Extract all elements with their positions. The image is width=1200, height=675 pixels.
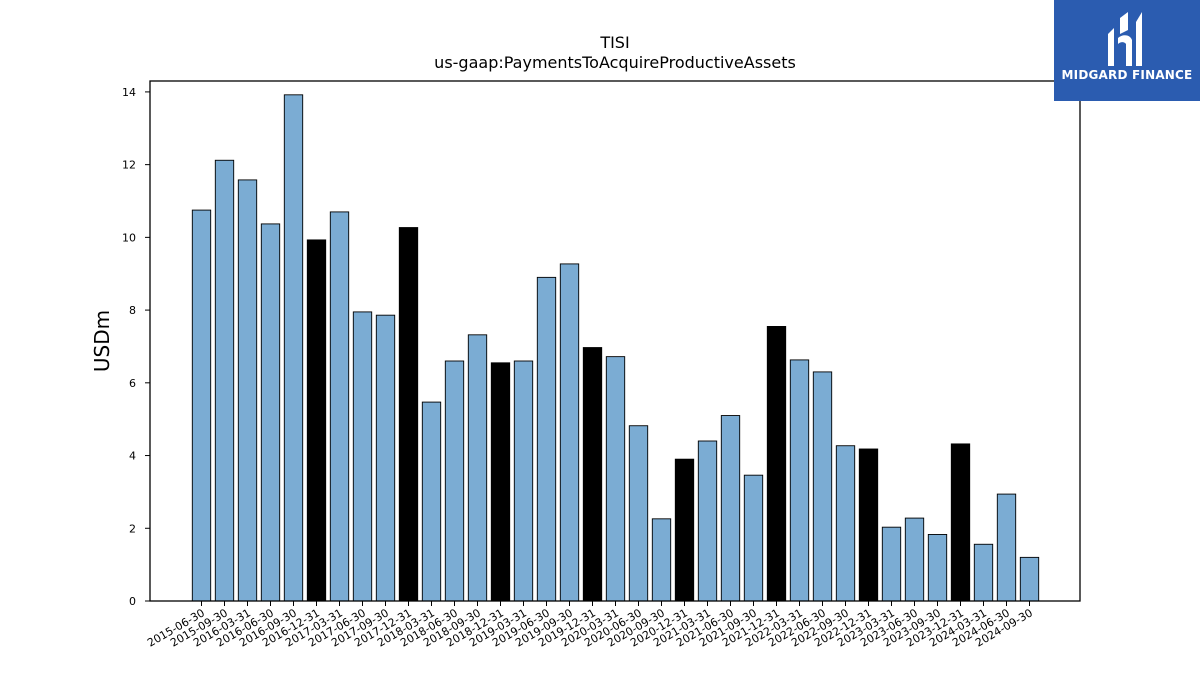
bar-2022-03-31 [789,359,810,602]
bars-layer [191,94,1040,602]
bar-2021-12-31 [766,326,787,602]
y-tick-label: 10 [122,231,136,244]
bar-2021-09-30 [743,474,764,602]
y-tick-label: 0 [129,595,136,608]
logo-text: MIDGARD FINANCE [1061,68,1193,82]
y-axis-label: USDm [90,310,114,372]
bar-2020-09-30 [651,518,672,602]
bar-2018-03-31 [421,401,442,602]
y-tick-label: 8 [129,304,136,317]
bar-2023-06-30 [904,517,925,602]
y-tick-label: 4 [129,450,136,463]
bar-2017-06-30 [352,311,373,602]
bar-2021-03-31 [697,440,718,602]
bar-2022-06-30 [812,371,833,602]
x-axis: 2015-06-302015-09-302016-03-312016-06-30… [145,601,1035,650]
bar-2020-03-31 [605,356,626,602]
bar-2023-12-31 [950,443,971,602]
midgard-logo-icon [1108,12,1142,66]
bar-2024-03-31 [973,543,994,602]
bar-2024-09-30 [1019,556,1040,602]
chart-title: TISI [599,33,629,52]
bar-2023-09-30 [927,534,948,602]
bar-2020-06-30 [628,425,649,602]
bar-2017-09-30 [375,314,396,602]
y-tick-label: 2 [129,522,136,535]
bar-2018-09-30 [467,334,488,602]
bar-2017-12-31 [398,227,419,602]
bar-2022-09-30 [835,445,856,602]
bar-2016-06-30 [260,223,281,602]
bar-2021-06-30 [720,415,741,602]
bar-2017-03-31 [329,211,350,602]
bar-2016-09-30 [283,94,304,602]
bar-2016-03-31 [237,179,258,602]
bar-2019-12-31 [582,347,603,602]
bar-2018-06-30 [444,360,465,602]
chart-subtitle: us-gaap:PaymentsToAcquireProductiveAsset… [434,53,796,72]
bar-2019-03-31 [513,360,534,602]
bar-2015-09-30 [214,159,235,602]
y-axis: 0 2 4 6 8 10 12 14 [122,86,150,608]
bar-2019-09-30 [559,263,580,602]
bar-2022-12-31 [858,448,879,602]
y-tick-label: 14 [122,86,136,99]
bar-2023-03-31 [881,526,902,602]
bar-2015-06-30 [191,209,212,602]
plot-frame [149,80,1081,602]
bar-2016-12-31 [306,239,327,602]
bar-2018-12-31 [490,362,511,602]
y-tick-label: 12 [122,159,136,172]
bar-2024-06-30 [996,493,1017,602]
bar-2019-06-30 [536,276,557,602]
y-tick-label: 6 [129,377,136,390]
bar-2020-12-31 [674,458,695,602]
midgard-finance-logo: MIDGARD FINANCE [1054,0,1200,101]
